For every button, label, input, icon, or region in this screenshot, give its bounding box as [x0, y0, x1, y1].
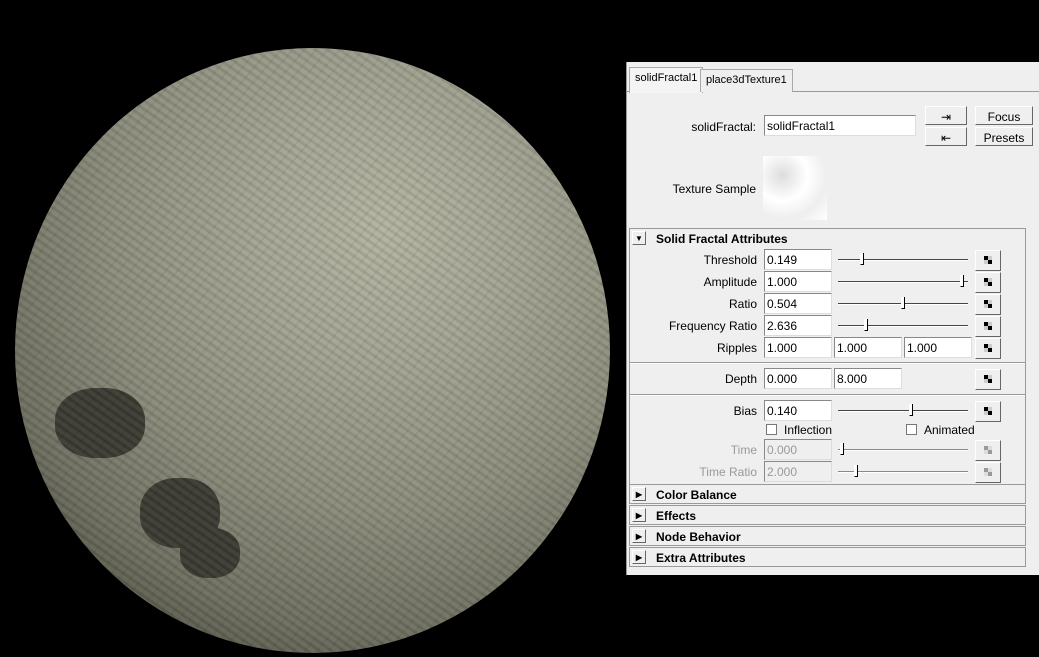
divider	[630, 394, 1025, 396]
solid-fractal-section: ▼ Solid Fractal Attributes Threshold 0.14…	[629, 228, 1026, 491]
section-title: Node Behavior	[656, 530, 741, 544]
presets-button[interactable]: Presets	[975, 127, 1033, 146]
time-ratio-label: Time Ratio	[699, 465, 757, 479]
divider	[630, 362, 1025, 364]
texture-sample-swatch	[763, 156, 827, 220]
time-ratio-row: Time Ratio 2.000	[630, 461, 1025, 483]
expand-arrow-icon[interactable]: ▶	[632, 508, 646, 522]
expand-arrow-icon[interactable]: ▶	[632, 487, 646, 501]
focus-button[interactable]: Focus	[975, 106, 1033, 125]
amplitude-slider[interactable]	[838, 275, 968, 287]
section-title: Solid Fractal Attributes	[656, 232, 788, 246]
input-connections-button[interactable]: ⇥	[925, 106, 967, 125]
depth-max-input[interactable]: 8.000	[834, 368, 902, 389]
tab-bar: solidFractal1 place3dTexture1	[627, 62, 1039, 93]
animated-checkbox[interactable]	[906, 424, 917, 435]
time-row: Time 0.000	[630, 439, 1025, 461]
ratio-map-button[interactable]	[975, 294, 1001, 315]
time-slider	[838, 443, 968, 455]
amplitude-input[interactable]: 1.000	[764, 271, 832, 292]
ripples-label: Ripples	[716, 341, 757, 355]
color-balance-section[interactable]: ▶ Color Balance	[629, 484, 1026, 504]
vertical-scrollbar[interactable]	[1027, 228, 1037, 573]
tab-place3dtexture1[interactable]: place3dTexture1	[700, 69, 793, 92]
solid-fractal-header[interactable]: ▼ Solid Fractal Attributes	[630, 229, 1025, 248]
threshold-row: Threshold 0.149	[630, 249, 1025, 271]
section-title: Extra Attributes	[656, 551, 746, 565]
animated-label: Animated	[924, 423, 975, 437]
frequency-ratio-map-button[interactable]	[975, 316, 1001, 337]
slider-handle[interactable]	[908, 404, 913, 416]
bias-input[interactable]: 0.140	[764, 400, 832, 421]
rendered-sphere	[15, 48, 610, 653]
node-behavior-section[interactable]: ▶ Node Behavior	[629, 526, 1026, 546]
section-title: Effects	[656, 509, 697, 523]
input-connections-icon: ⇥	[940, 110, 952, 124]
threshold-slider[interactable]	[838, 253, 968, 265]
slider-handle[interactable]	[860, 253, 865, 265]
expand-arrow-icon[interactable]: ▶	[632, 550, 646, 564]
slider-handle	[840, 443, 845, 455]
depth-map-button[interactable]	[975, 369, 1001, 390]
slider-handle	[854, 465, 859, 477]
render-viewport[interactable]	[0, 0, 620, 657]
ratio-input[interactable]: 0.504	[764, 293, 832, 314]
bias-row: Bias 0.140	[630, 400, 1025, 422]
ratio-row: Ratio 0.504	[630, 293, 1025, 315]
ripples-map-button[interactable]	[975, 338, 1001, 359]
checkbox-row: Inflection Animated	[630, 421, 1025, 439]
ripples-x-input[interactable]: 1.000	[764, 337, 832, 358]
amplitude-label: Amplitude	[703, 275, 757, 289]
ripples-y-input[interactable]: 1.000	[834, 337, 902, 358]
slider-handle[interactable]	[959, 275, 964, 287]
frequency-ratio-slider[interactable]	[838, 319, 968, 331]
output-connections-button[interactable]: ⇤	[925, 127, 967, 146]
threshold-input[interactable]: 0.149	[764, 249, 832, 270]
ripples-row: Ripples 1.000 1.000 1.000	[630, 337, 1025, 359]
node-name-input[interactable]: solidFractal1	[764, 115, 916, 136]
threshold-label: Threshold	[703, 253, 757, 267]
slider-handle[interactable]	[864, 319, 869, 331]
extra-attributes-section[interactable]: ▶ Extra Attributes	[629, 547, 1026, 567]
time-label: Time	[730, 443, 757, 457]
bias-map-button[interactable]	[975, 401, 1001, 422]
collapse-arrow-icon[interactable]: ▼	[632, 231, 646, 245]
node-name-label: solidFractal:	[691, 120, 756, 134]
expand-arrow-icon[interactable]: ▶	[632, 529, 646, 543]
amplitude-row: Amplitude 1.000	[630, 271, 1025, 293]
depth-row: Depth 0.000 8.000	[630, 368, 1025, 390]
frequency-ratio-label: Frequency Ratio	[668, 319, 757, 333]
depth-min-input[interactable]: 0.000	[764, 368, 832, 389]
frequency-ratio-row: Frequency Ratio 2.636	[630, 315, 1025, 337]
amplitude-map-button[interactable]	[975, 272, 1001, 293]
inflection-label: Inflection	[784, 423, 833, 437]
time-ratio-slider	[838, 465, 968, 477]
time-input: 0.000	[764, 439, 832, 460]
bias-label: Bias	[733, 404, 757, 418]
tab-solidfractal1[interactable]: solidFractal1	[629, 67, 704, 93]
effects-section[interactable]: ▶ Effects	[629, 505, 1026, 525]
section-title: Color Balance	[656, 488, 737, 502]
output-connections-icon: ⇤	[940, 131, 952, 145]
slider-handle[interactable]	[901, 297, 906, 309]
frequency-ratio-input[interactable]: 2.636	[764, 315, 832, 336]
ratio-slider[interactable]	[838, 297, 968, 309]
inflection-checkbox[interactable]	[766, 424, 777, 435]
ripples-z-input[interactable]: 1.000	[904, 337, 972, 358]
bias-slider[interactable]	[838, 404, 968, 416]
ratio-label: Ratio	[728, 297, 757, 311]
time-ratio-map-button	[975, 462, 1001, 483]
depth-label: Depth	[724, 372, 757, 386]
texture-sample-label: Texture Sample	[672, 182, 756, 196]
threshold-map-button[interactable]	[975, 250, 1001, 271]
time-ratio-input: 2.000	[764, 461, 832, 482]
attribute-editor: solidFractal1 place3dTexture1 solidFract…	[626, 62, 1039, 575]
time-map-button	[975, 440, 1001, 461]
